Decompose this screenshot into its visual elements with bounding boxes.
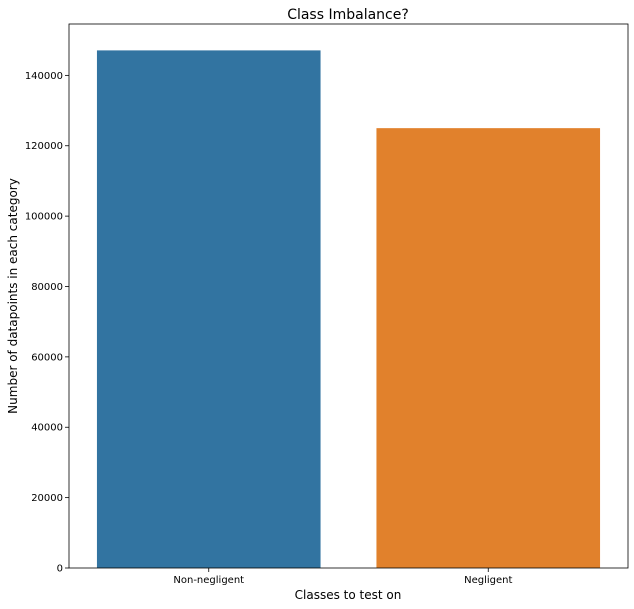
y-tick-label: 40000	[31, 423, 63, 434]
x-tick-label: Negligent	[464, 575, 512, 586]
y-tick-label: 120000	[25, 141, 63, 152]
plot-area: Non-negligent Negligent 0 20000 40000 60000 80…	[25, 23, 629, 586]
y-tick-label: 60000	[31, 352, 63, 363]
y-tick-label: 20000	[31, 493, 63, 504]
axes-frame	[68, 23, 629, 569]
y-tick-label: 140000	[25, 71, 63, 82]
chart-title: Class Imbalance?	[287, 7, 409, 23]
y-tick-label: 0	[57, 564, 63, 575]
x-axis-title: Classes to test on	[295, 588, 402, 602]
y-tick-label: 100000	[25, 212, 63, 223]
y-tick-label: 80000	[31, 282, 63, 293]
x-tick-label: Non-negligent	[173, 575, 244, 586]
bar-negligent	[376, 128, 601, 568]
y-axis-title: Number of datapoints in each category	[6, 178, 20, 414]
bar-non-negligent	[96, 50, 321, 568]
